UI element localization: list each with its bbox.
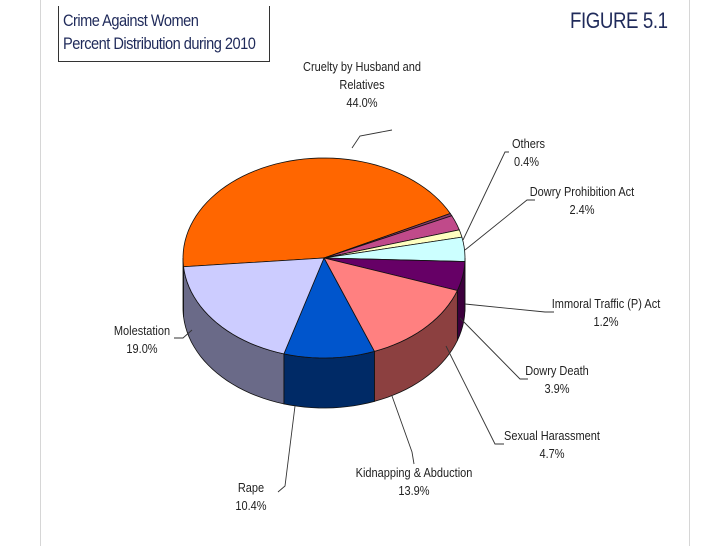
chart-title-line-2: Percent Distribution during 2010 [63,34,256,53]
label-rape: Rape [238,481,265,495]
chart-title-line-1: Crime Against Women [63,11,199,30]
frame-left-line [40,0,41,546]
label-dowry-prohibition-act: Dowry Prohibition Act [530,185,635,199]
label-molestation: Molestation [114,324,170,338]
leader-immoral-traffic-p-act [464,303,554,313]
pie-top-faces [182,157,466,359]
label-others: Others [512,137,545,151]
slice-kidnapping-abduction [323,257,458,352]
slice-sexual-harassment [323,257,466,291]
slice-labels: Cruelty by Husband and Relatives 44.0% Othe… [114,60,661,513]
value-sexual-harassment: 4.7% [539,447,565,461]
label-immoral-traffic-p-act: Immoral Traffic (P) Act [552,297,661,311]
value-rape: 10.4% [235,499,267,513]
leader-dowry-prohibition-act [464,199,535,251]
leader-others [462,151,509,241]
figure-number: FIGURE 5.1 [570,8,668,33]
value-dowry-prohibition-act: 2.4% [569,203,595,217]
slice-molestation [183,257,325,355]
leader-kidnapping-abduction [391,395,415,465]
label-cruelty-by-husband-and-relatives: Relatives [339,78,384,92]
leader-sexual-harassment [445,345,504,445]
slice-cruelty-by-husband-and-relatives [182,157,451,268]
value-cruelty-by-husband-and-relatives: 44.0% [346,96,378,110]
value-dowry-death: 3.9% [544,382,570,396]
value-others: 0.4% [514,155,540,169]
frame-right-line [689,0,690,546]
chart-title-box: Crime Against Women Percent Distribution… [58,6,270,62]
leader-rape [277,405,296,493]
leader-molestation [174,329,193,339]
leader-dowry-death [459,317,528,380]
value-molestation: 19.0% [126,342,158,356]
label-kidnapping-abduction: Kidnapping & Abduction [356,466,473,480]
slice-rape [283,257,376,359]
value-immoral-traffic-p-act: 1.2% [593,315,619,329]
label-sexual-harassment: Sexual Harassment [504,429,601,443]
label-cruelty-by-husband-and-relatives: Cruelty by Husband and [303,60,421,74]
side-rape [283,350,375,409]
leader-cruelty-by-husband-and-relatives [351,129,393,149]
value-kidnapping-abduction: 13.9% [398,484,430,498]
label-dowry-death: Dowry Death [525,364,589,378]
slice-dowry-death [323,236,466,262]
